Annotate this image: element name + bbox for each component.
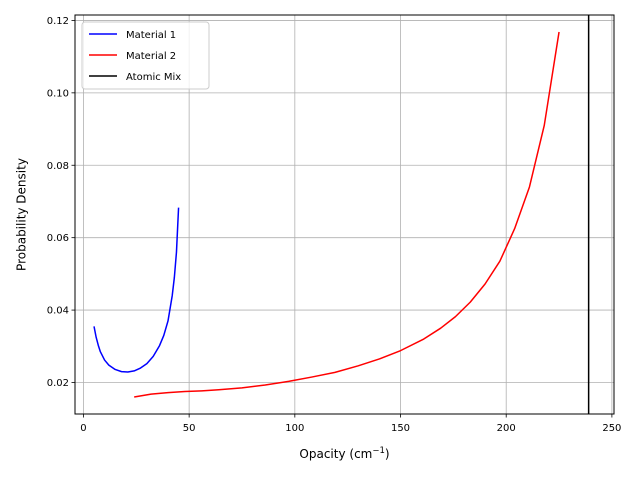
legend-label-atomic-mix: Atomic Mix — [126, 72, 181, 83]
x-tick-label: 250 — [602, 423, 621, 434]
y-tick-label: 0.06 — [47, 233, 69, 244]
x-axis-label: Opacity (cm−1) — [299, 446, 389, 461]
y-tick-label: 0.02 — [47, 378, 69, 389]
legend-box — [81, 21, 210, 90]
grid — [75, 15, 614, 414]
y-axis-label: Probability Density — [15, 158, 29, 271]
plot-area — [93, 15, 590, 414]
x-tick-label: 0 — [80, 423, 86, 434]
legend-label-material-2: Material 2 — [126, 51, 176, 62]
axes-frame — [74, 14, 615, 415]
y-tick-label: 0.04 — [47, 306, 69, 317]
legend: Material 1 Material 2 Atomic Mix — [81, 21, 210, 90]
x-tick-label: 50 — [183, 423, 196, 434]
x-tick-label: 100 — [285, 423, 304, 434]
x-tick-label: 200 — [497, 423, 516, 434]
series-line-material-1 — [93, 207, 180, 373]
y-ticks: 0.02 0.04 0.06 0.08 0.10 0.12 — [47, 16, 75, 389]
legend-label-material-1: Material 1 — [126, 30, 176, 41]
y-tick-label: 0.10 — [47, 88, 69, 99]
y-tick-label: 0.12 — [47, 16, 69, 27]
x-tick-label: 150 — [391, 423, 410, 434]
y-tick-label: 0.08 — [47, 161, 69, 172]
x-ticks: 0 50 100 150 200 250 — [80, 414, 621, 434]
series-line-material-2 — [134, 31, 560, 398]
